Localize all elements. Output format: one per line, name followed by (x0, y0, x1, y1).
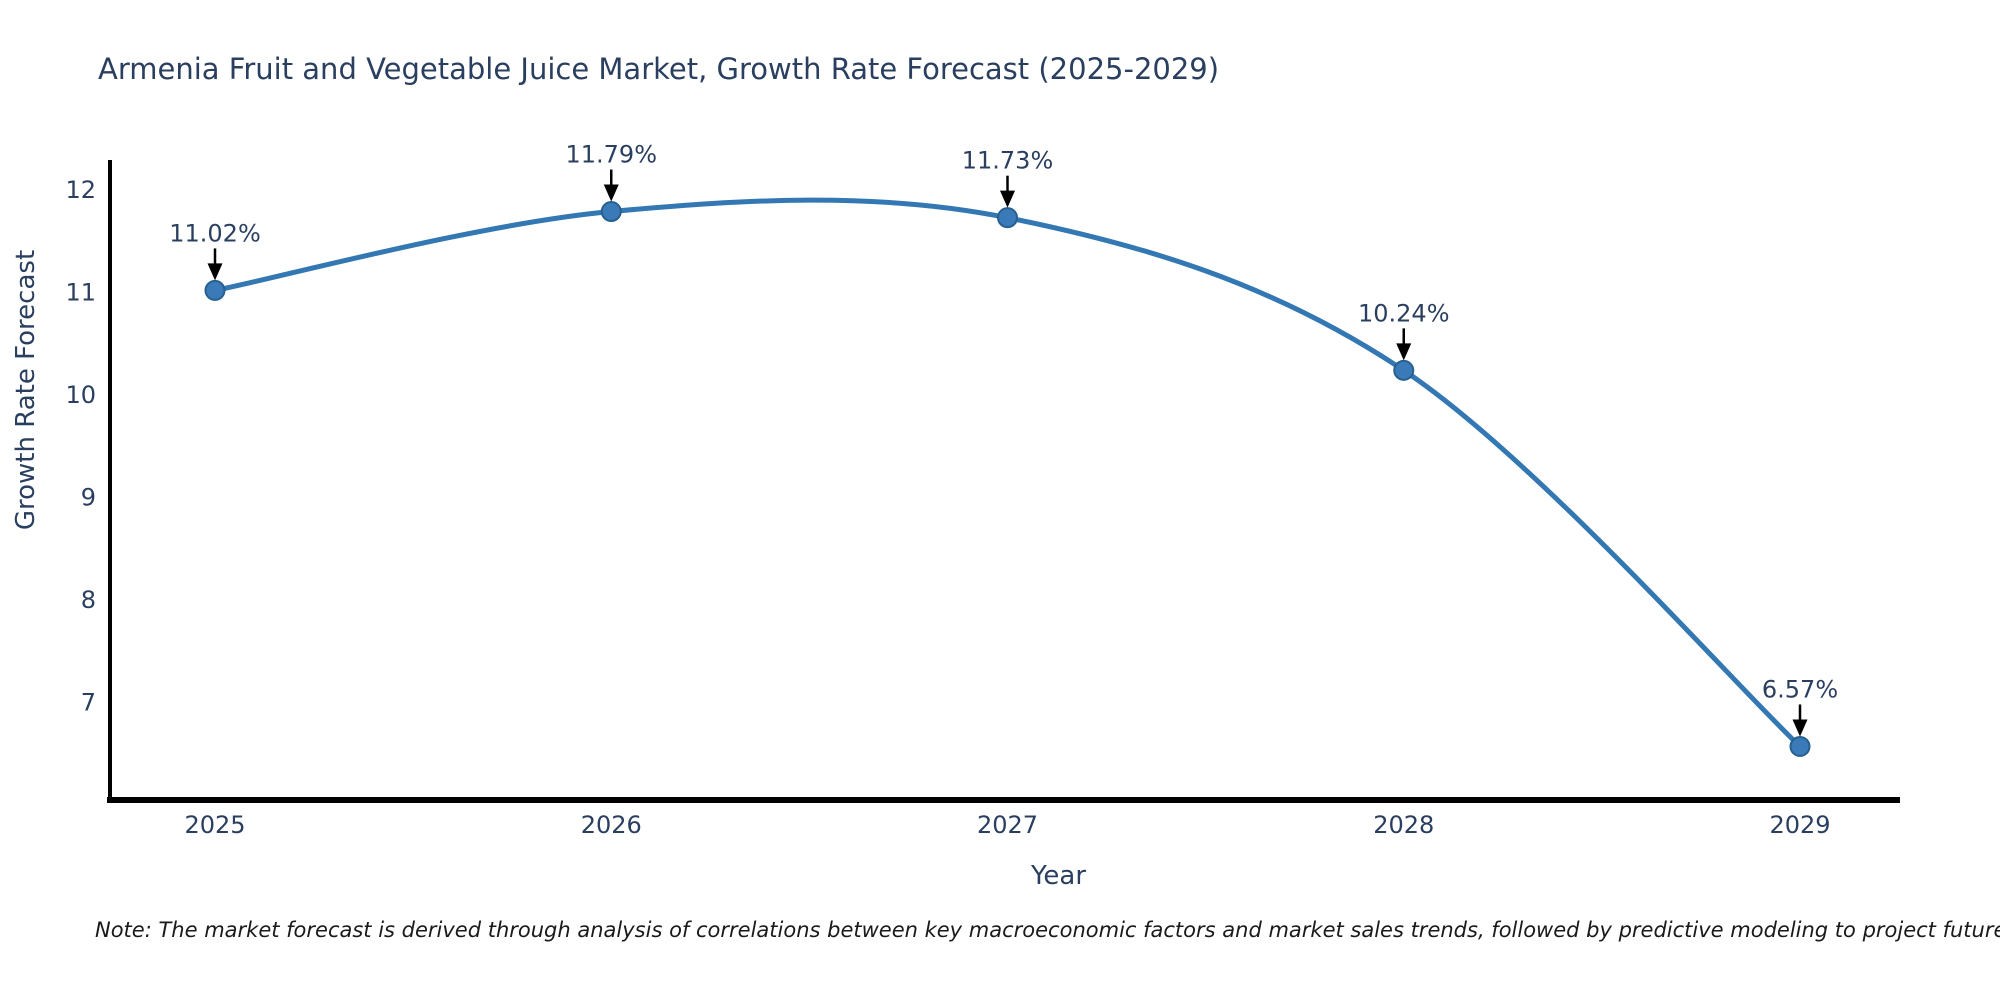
chart-footnote: Note: The market forecast is derived thr… (95, 918, 2000, 942)
y-tick-label: 12 (65, 176, 96, 204)
y-tick-label: 8 (81, 586, 96, 614)
chart-title: Armenia Fruit and Vegetable Juice Market… (98, 52, 1220, 86)
data-point-marker (1789, 735, 1811, 757)
x-tick-label: 2028 (1373, 811, 1434, 839)
x-tick-label: 2026 (581, 811, 642, 839)
x-axis-title: Year (1030, 861, 1086, 891)
data-point-label: 6.57% (1762, 675, 1838, 703)
data-point-label: 11.79% (565, 141, 657, 169)
forecast-line (212, 197, 1803, 749)
y-tick-label: 10 (65, 381, 96, 409)
y-tick-label: 7 (81, 688, 96, 716)
annotation-arrowhead-icon (1792, 719, 1808, 737)
x-tick-label: 2025 (184, 811, 245, 839)
data-point-marker (204, 279, 226, 301)
x-tick-label: 2029 (1769, 811, 1830, 839)
y-tick-label: 9 (81, 483, 96, 511)
annotation-arrowhead-icon (1000, 190, 1015, 208)
annotation-arrowhead-icon (1396, 343, 1412, 361)
data-point-label: 11.73% (962, 147, 1054, 175)
y-tick-label: 11 (65, 278, 96, 306)
data-point-label: 10.24% (1358, 299, 1450, 327)
data-point-marker (1393, 359, 1415, 381)
x-tick-label: 2027 (977, 811, 1038, 839)
data-point-marker (600, 201, 622, 223)
annotation-arrowhead-icon (207, 263, 223, 281)
annotation-arrowhead-icon (603, 184, 619, 202)
data-point-marker (997, 207, 1018, 229)
data-point-label: 11.02% (169, 219, 261, 247)
y-axis-title: Growth Rate Forecast (11, 250, 41, 530)
